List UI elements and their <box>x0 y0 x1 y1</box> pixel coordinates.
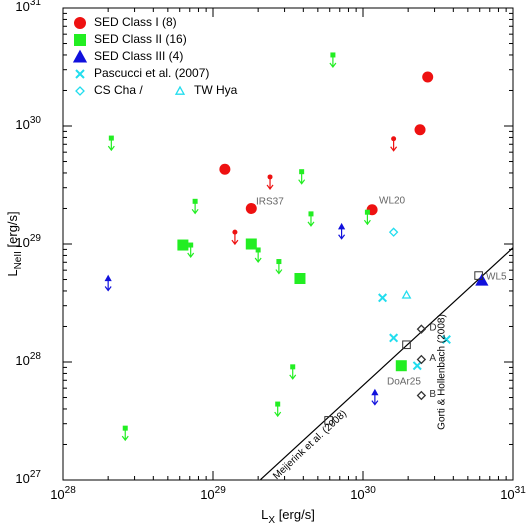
x-tick-label: 1028 <box>50 485 76 503</box>
x-tick-label: 1031 <box>500 485 526 503</box>
marker-square <box>395 360 407 372</box>
marker-cross <box>389 333 399 343</box>
plot-area <box>104 52 513 480</box>
marker-triangle <box>72 49 88 63</box>
marker-triangle <box>337 222 346 230</box>
marker-square <box>188 242 194 248</box>
marker-circle <box>74 17 86 29</box>
marker-open-square <box>252 479 261 480</box>
model-line <box>259 247 513 480</box>
y-tick-label: 1028 <box>15 351 41 369</box>
marker-square <box>122 425 128 431</box>
y-tick-exp: 30 <box>30 115 42 126</box>
marker-circle <box>414 124 426 136</box>
marker-open-square <box>324 416 333 425</box>
x-axis-label: LX [erg/s] <box>261 507 315 525</box>
marker-triangle <box>475 273 489 286</box>
y-tick-base: 10 <box>15 471 29 486</box>
y-tick-label: 1029 <box>15 233 41 251</box>
point-label: D <box>429 323 436 334</box>
y-tick-label: 1031 <box>15 0 41 14</box>
marker-circle <box>391 136 397 142</box>
y-tick-label: 1027 <box>15 469 41 487</box>
legend-label: TW Hya <box>194 83 238 97</box>
x-tick-exp: 31 <box>515 485 526 496</box>
annotation: WL20 <box>379 196 406 207</box>
legend-label: Pascucci et al. (2007) <box>94 66 209 80</box>
x-tick-base: 10 <box>200 487 214 502</box>
point-label: A <box>429 353 436 364</box>
y-tick-base: 10 <box>15 235 29 250</box>
annotation: Gorti & Hollenbach (2008) <box>437 314 448 430</box>
marker-cross <box>441 335 451 345</box>
annotation: Meijerink et al. (2008) <box>271 408 349 482</box>
marker-open-square <box>402 340 411 350</box>
x-tick-base: 10 <box>50 487 64 502</box>
marker-cross <box>75 69 85 79</box>
marker-triangle <box>104 274 112 282</box>
marker-cross <box>378 293 388 303</box>
marker-diamond <box>416 390 427 401</box>
annotation: IRS37 <box>256 197 284 208</box>
y-tick-exp: 28 <box>30 351 42 362</box>
x-tick-exp: 30 <box>365 485 377 496</box>
x-tick-exp: 29 <box>215 485 227 496</box>
marker-square <box>74 34 86 46</box>
marker-open-square <box>474 271 483 280</box>
annotation: WL5 <box>486 272 507 283</box>
marker-square <box>177 239 189 251</box>
marker-circle <box>245 202 257 214</box>
marker-square <box>192 198 198 204</box>
y-tick-label: 1030 <box>15 115 41 133</box>
marker-triangle <box>174 85 186 95</box>
marker-diamond <box>75 86 85 96</box>
marker-square <box>299 169 305 175</box>
marker-square <box>276 259 282 265</box>
marker-diamond <box>416 324 427 334</box>
y-tick-exp: 29 <box>30 233 42 244</box>
marker-diamond <box>388 227 399 237</box>
marker-triangle <box>401 289 412 299</box>
marker-square <box>275 401 281 407</box>
marker-triangle <box>371 388 379 396</box>
marker-diamond <box>416 354 427 365</box>
x-tick-base: 10 <box>350 487 364 502</box>
marker-square <box>294 273 306 285</box>
marker-square <box>290 364 296 370</box>
marker-cross <box>412 361 422 371</box>
y-tick-exp: 27 <box>30 469 42 480</box>
y-tick-base: 10 <box>15 117 29 132</box>
marker-circle <box>219 163 231 175</box>
legend-label: SED Class III (4) <box>94 49 183 63</box>
marker-circle <box>267 174 273 180</box>
legend-label: CS Cha / <box>94 83 143 97</box>
y-tick-base: 10 <box>15 0 29 14</box>
marker-square <box>330 52 336 58</box>
marker-square <box>245 238 257 250</box>
marker-square <box>255 247 261 253</box>
marker-circle <box>422 71 434 83</box>
legend-label: SED Class II (16) <box>94 32 187 46</box>
point-label: B <box>429 389 436 400</box>
marker-square <box>364 209 370 215</box>
annotation: DoAr25 <box>387 377 421 388</box>
x-tick-label: 1030 <box>350 485 376 503</box>
legend-label: SED Class I (8) <box>94 15 177 29</box>
x-tick-exp: 28 <box>65 485 77 496</box>
x-tick-label: 1029 <box>200 485 226 503</box>
x-tick-base: 10 <box>500 487 514 502</box>
marker-circle <box>232 229 238 235</box>
marker-square <box>308 211 314 217</box>
y-tick-base: 10 <box>15 353 29 368</box>
y-tick-exp: 31 <box>30 0 42 8</box>
y-axis-label: LNeII [erg/s] <box>5 211 23 276</box>
marker-square <box>108 135 114 141</box>
